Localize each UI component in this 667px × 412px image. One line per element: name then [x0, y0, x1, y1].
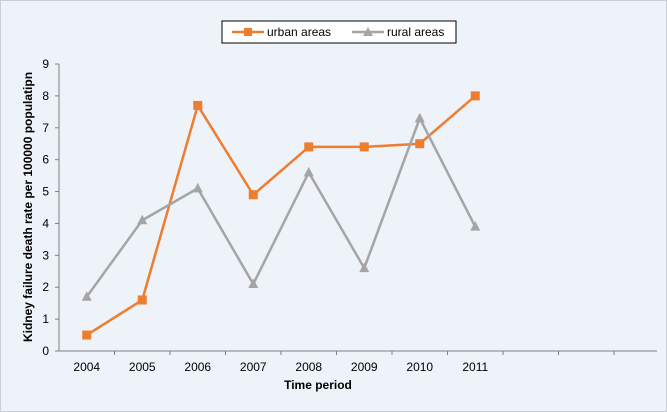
x-tick-label: 2009 [351, 360, 378, 374]
y-tick-label: 9 [42, 57, 49, 71]
x-tick-label: 2010 [406, 360, 433, 374]
data-point-urban [248, 190, 258, 200]
y-tick-label: 6 [42, 153, 49, 167]
y-tick-label: 4 [42, 216, 49, 230]
data-point-urban [193, 100, 203, 110]
x-axis-title: Time period [284, 378, 352, 392]
x-tick-label: 2005 [129, 360, 156, 374]
data-point-rural [248, 278, 259, 289]
data-point-urban [304, 142, 314, 152]
legend-urban-label: urban areas [267, 25, 331, 39]
y-ticks: 0 1 2 3 4 5 6 7 8 9 [42, 57, 59, 358]
data-point-urban [137, 295, 147, 305]
axes [58, 64, 657, 352]
y-tick-label: 8 [42, 89, 49, 103]
data-point-urban [82, 330, 92, 340]
legend-box [221, 20, 457, 44]
data-point-rural [137, 214, 148, 225]
y-tick-label: 2 [42, 280, 49, 294]
legend-rural-marker [363, 27, 373, 36]
x-tick-label: 2006 [184, 360, 211, 374]
data-point-rural [414, 112, 425, 123]
legend-urban-marker [244, 28, 252, 36]
data-point-urban [359, 142, 369, 152]
data-point-rural [192, 182, 203, 193]
x-ticks: 2004 2005 2006 2007 2008 2009 2010 2011 [73, 351, 615, 374]
legend-rural-label: rural areas [387, 25, 444, 39]
y-axis-title: Kidney failure death rate per 100000 pop… [21, 72, 35, 342]
series-line-rural [85, 116, 477, 298]
data-point-rural [303, 166, 314, 177]
data-point-urban [415, 139, 425, 149]
x-tick-label: 2004 [73, 360, 100, 374]
data-point-rural [470, 221, 481, 231]
y-tick-label: 1 [42, 312, 49, 326]
y-tick-label: 3 [42, 248, 49, 262]
x-tick-label: 2011 [462, 360, 488, 374]
y-tick-label: 7 [42, 121, 49, 135]
data-point-rural [81, 291, 92, 301]
y-tick-label: 5 [42, 185, 49, 199]
data-point-urban [470, 91, 480, 101]
x-tick-label: 2008 [295, 360, 322, 374]
y-tick-label: 0 [42, 344, 49, 358]
series-layer [81, 91, 481, 340]
legend: urban areas rural areas [221, 20, 457, 44]
x-tick-label: 2007 [240, 360, 267, 374]
data-point-rural [359, 262, 370, 273]
